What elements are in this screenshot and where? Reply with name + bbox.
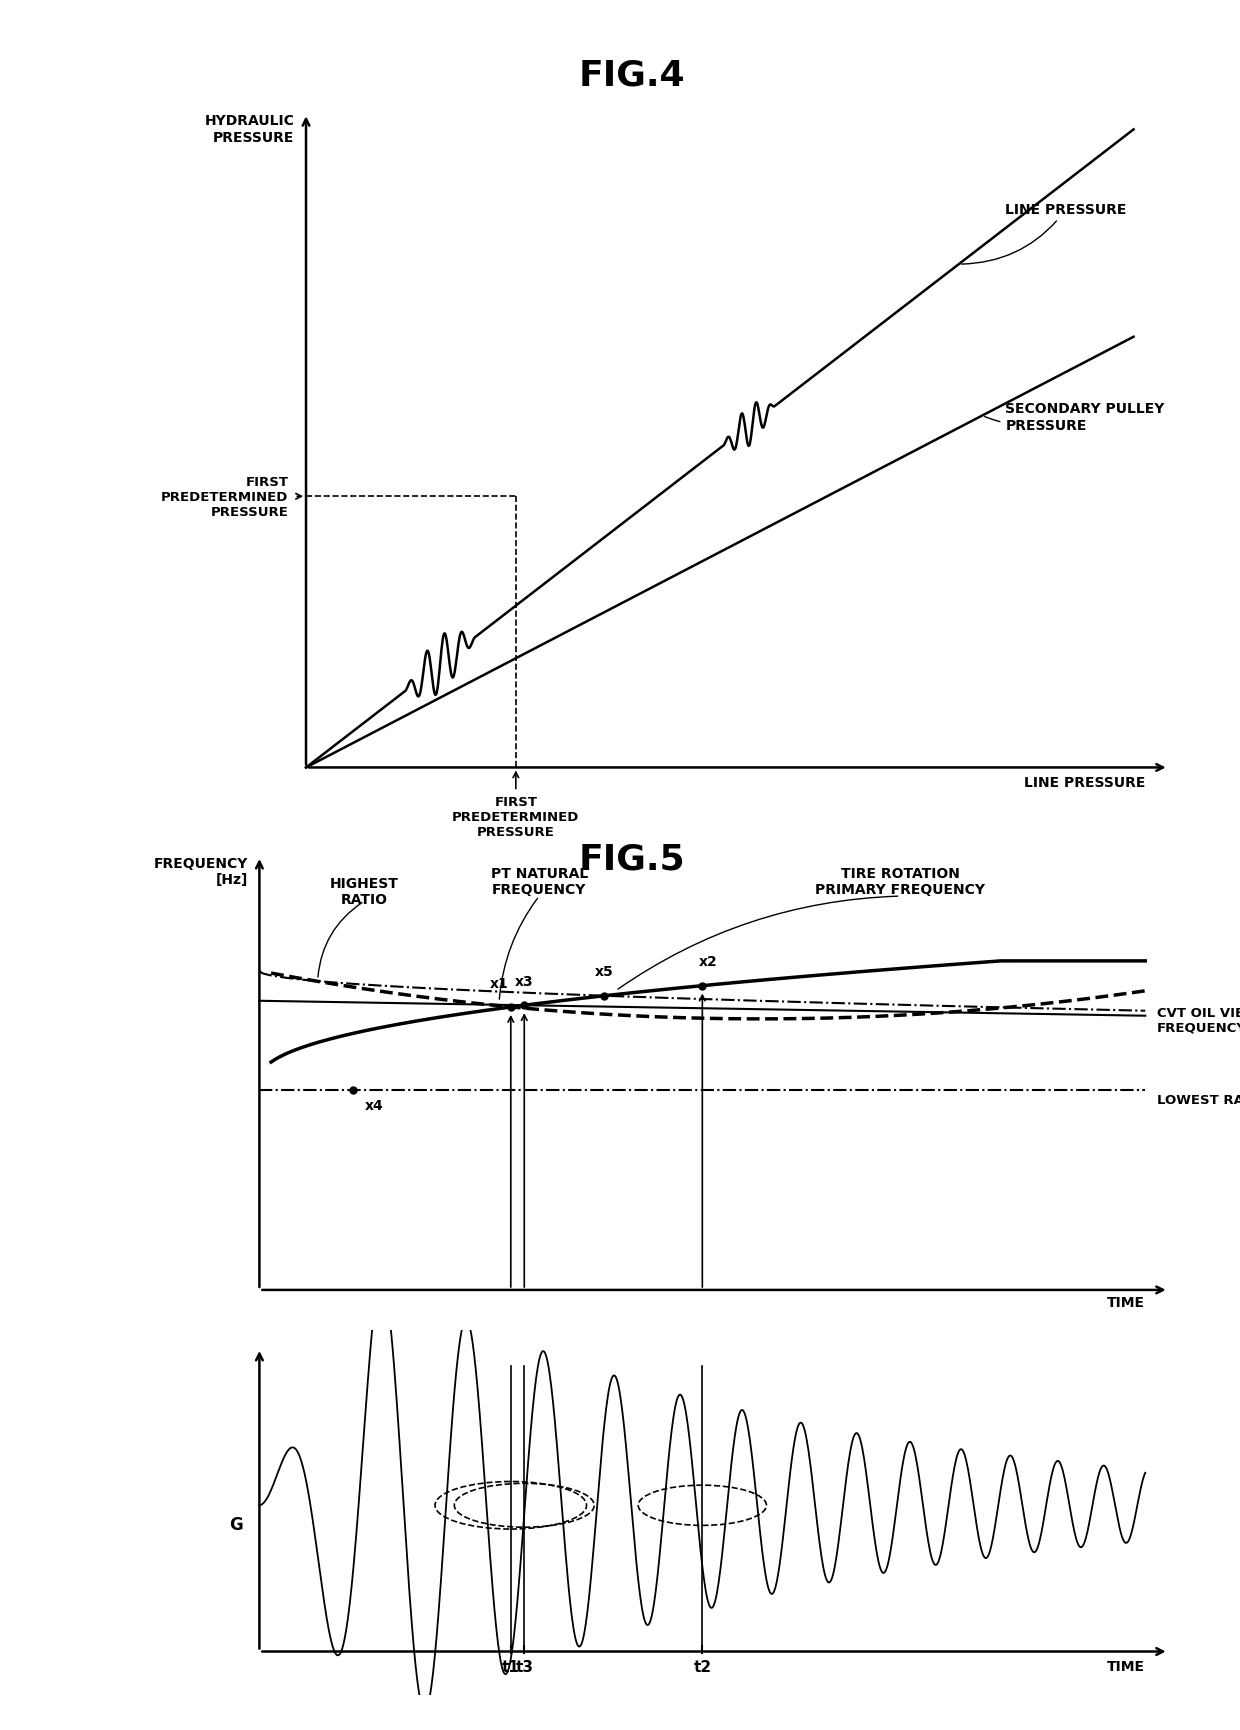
Text: LOWEST RATIO: LOWEST RATIO (1157, 1093, 1240, 1107)
Text: FIRST
PREDETERMINED
PRESSURE: FIRST PREDETERMINED PRESSURE (161, 476, 289, 519)
Text: FREQUENCY
[Hz]: FREQUENCY [Hz] (154, 856, 248, 887)
Text: t3: t3 (516, 1659, 533, 1675)
Text: TIME: TIME (1107, 1659, 1146, 1673)
Text: CVT OIL VIBRATION
FREQUENCY: CVT OIL VIBRATION FREQUENCY (1157, 1007, 1240, 1035)
Text: t1: t1 (502, 1659, 520, 1675)
Text: TIRE ROTATION
PRIMARY FREQUENCY: TIRE ROTATION PRIMARY FREQUENCY (816, 867, 986, 896)
Text: HIGHEST
RATIO: HIGHEST RATIO (330, 877, 399, 907)
Text: FIG.4: FIG.4 (579, 59, 686, 92)
Text: FIRST
PREDETERMINED
PRESSURE: FIRST PREDETERMINED PRESSURE (453, 796, 579, 839)
Text: HYDRAULIC
PRESSURE: HYDRAULIC PRESSURE (205, 114, 294, 145)
Text: x3: x3 (515, 974, 533, 988)
Text: LINE PRESSURE: LINE PRESSURE (1024, 777, 1146, 791)
Text: SECONDARY PULLEY
PRESSURE: SECONDARY PULLEY PRESSURE (985, 401, 1164, 432)
Text: LINE PRESSURE: LINE PRESSURE (961, 202, 1127, 265)
Text: x2: x2 (699, 955, 718, 969)
Text: G: G (229, 1515, 243, 1533)
Text: x5: x5 (595, 965, 614, 979)
Text: x4: x4 (365, 1099, 383, 1112)
Text: FIG.5: FIG.5 (579, 843, 686, 875)
Text: t2: t2 (693, 1659, 712, 1675)
Text: x1: x1 (490, 976, 508, 990)
Text: PT NATURAL
FREQUENCY: PT NATURAL FREQUENCY (491, 867, 588, 896)
Text: TIME: TIME (1107, 1296, 1146, 1310)
